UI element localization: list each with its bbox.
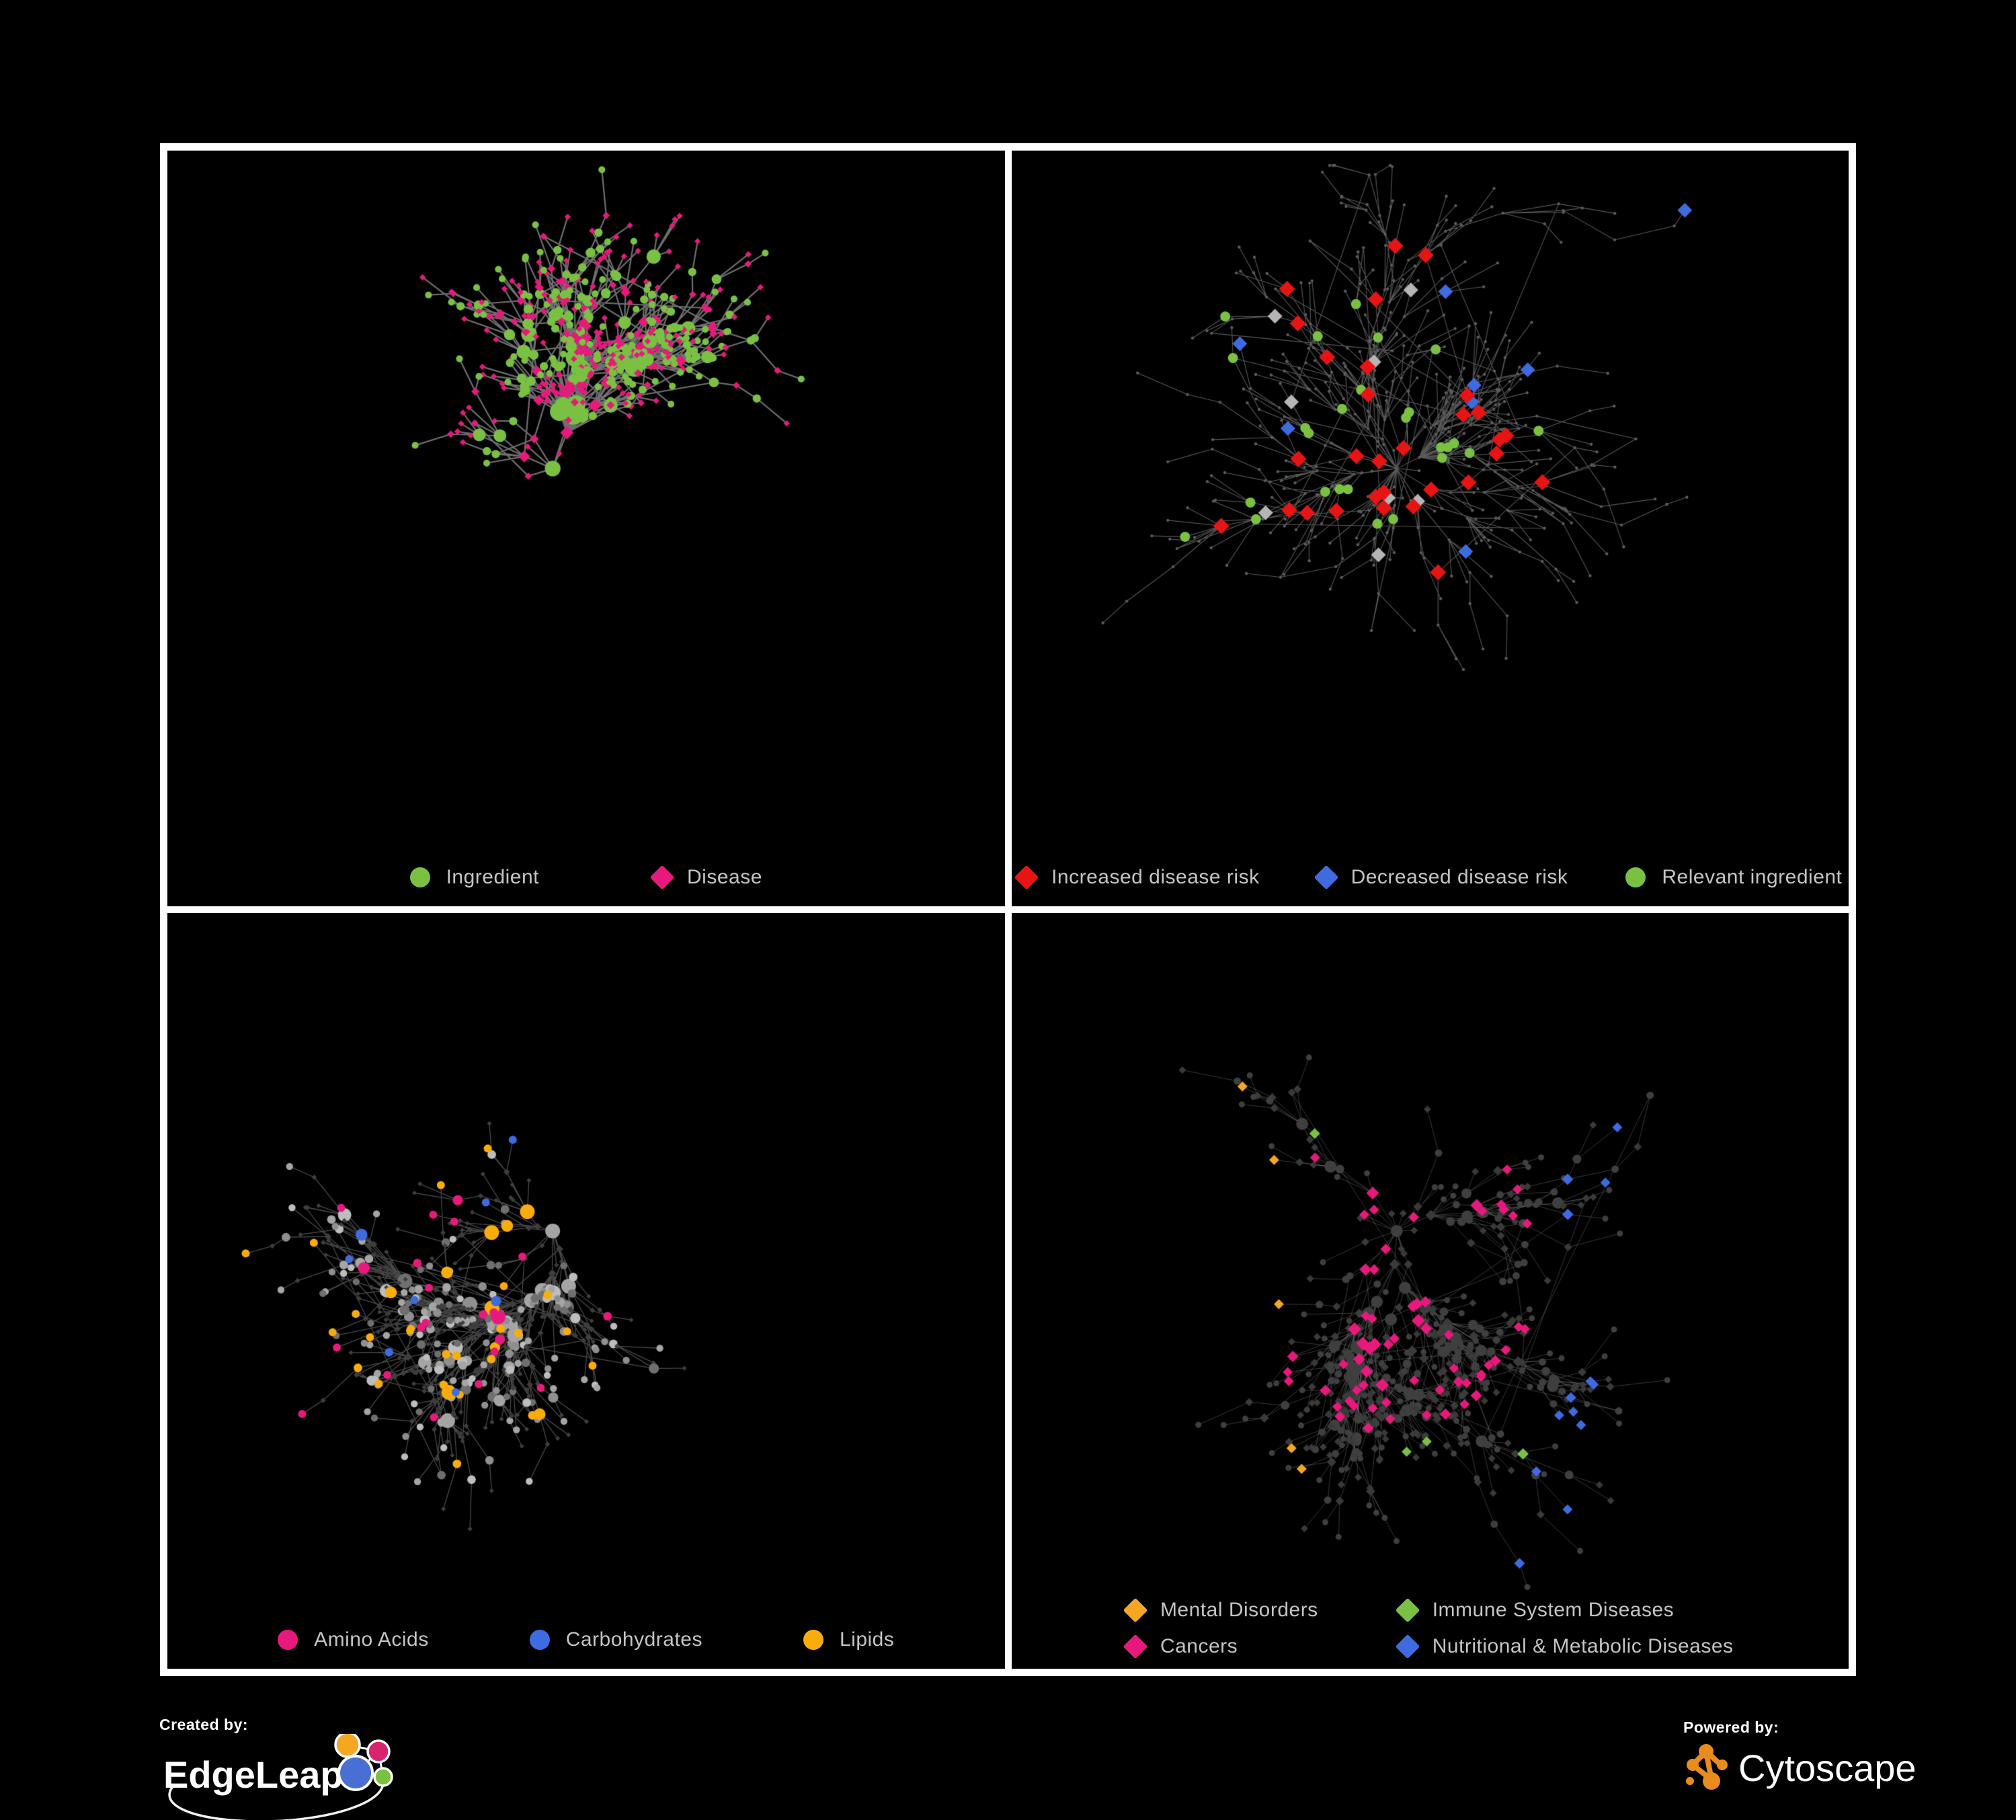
- relevant-ingredient-swatch-icon: [1625, 867, 1646, 887]
- legend-label: Ingredient: [446, 866, 540, 888]
- carbohydrates-swatch-icon: [529, 1630, 550, 1650]
- disease-categories-network-canvas: [1011, 913, 1849, 1604]
- legend-item: Amino Acids: [278, 1628, 429, 1651]
- panel-disease-risk: Increased disease risk Decreased disease…: [1011, 151, 1849, 906]
- edgeleap-network-mark-icon: [334, 1731, 393, 1791]
- legend-label: Increased disease risk: [1051, 866, 1260, 888]
- legend-item: Lipids: [803, 1628, 894, 1651]
- powered-by-label: Powered by:: [1683, 1718, 1779, 1736]
- legend-label: Amino Acids: [314, 1628, 429, 1651]
- legend-item: Nutritional & Metabolic Diseases: [1395, 1634, 1734, 1659]
- ingredient-disease-network-canvas: [167, 151, 1005, 842]
- created-by-label: Created by:: [159, 1716, 249, 1733]
- legend-label: Relevant ingredient: [1662, 866, 1843, 888]
- edgeleap-wordmark: EdgeLeap: [163, 1753, 344, 1796]
- disease-risk-network-canvas: [1011, 151, 1849, 842]
- legend-label: Cancers: [1160, 1635, 1238, 1657]
- mental-disorders-swatch-icon: [1123, 1597, 1148, 1623]
- legend-label: Immune System Diseases: [1432, 1599, 1675, 1621]
- ingredient-disease-legend: Ingredient Disease: [167, 865, 1005, 890]
- legend-label: Mental Disorders: [1160, 1599, 1318, 1621]
- edgeleap-logo: Created by: EdgeLeap: [159, 1716, 428, 1820]
- increased-risk-swatch-icon: [1014, 865, 1039, 890]
- panel-ingredient-disease: Ingredient Disease: [167, 151, 1005, 906]
- lipids-swatch-icon: [803, 1630, 823, 1650]
- legend-item: Cancers: [1123, 1634, 1318, 1659]
- disease-risk-legend: Increased disease risk Decreased disease…: [1012, 865, 1849, 890]
- cytoscape-network-mark-icon: [1686, 1744, 1728, 1790]
- legend-label: Lipids: [839, 1628, 895, 1651]
- metabolic-diseases-swatch-icon: [1395, 1634, 1420, 1659]
- decreased-risk-swatch-icon: [1314, 865, 1338, 890]
- ingredient-swatch-icon: [409, 867, 430, 887]
- panel-nutrient-classes: Amino Acids Carbohydrates Lipids: [167, 913, 1005, 1669]
- disease-swatch-icon: [649, 865, 675, 890]
- legend-label: Carbohydrates: [565, 1628, 702, 1651]
- legend-item: Ingredient: [409, 866, 540, 889]
- disease-categories-legend: Mental Disorders Immune System Diseases …: [1012, 1597, 1849, 1659]
- legend-item: Relevant ingredient: [1625, 866, 1842, 889]
- legend-item: Carbohydrates: [529, 1628, 702, 1651]
- cancers-swatch-icon: [1123, 1634, 1148, 1659]
- amino-acids-swatch-icon: [278, 1630, 298, 1650]
- cytoscape-wordmark: Cytoscape: [1738, 1747, 1917, 1789]
- legend-item: Decreased disease risk: [1314, 865, 1568, 890]
- edgeleap-swoosh: [168, 1775, 385, 1820]
- legend-label: Disease: [687, 866, 762, 888]
- edgeleap-logo-graphic: EdgeLeap: [163, 1731, 393, 1820]
- legend-item: Disease: [649, 865, 762, 890]
- legend-item: Increased disease risk: [1014, 865, 1260, 890]
- cytoscape-logo: Powered by: Cytoscape: [1683, 1718, 1925, 1802]
- nutrient-classes-network-canvas: [167, 913, 1005, 1604]
- legend-label: Nutritional & Metabolic Diseases: [1432, 1635, 1734, 1657]
- immune-diseases-swatch-icon: [1395, 1597, 1420, 1623]
- legend-item: Mental Disorders: [1123, 1597, 1318, 1623]
- panel-grid: Ingredient Disease Increased disease ris…: [160, 143, 1856, 1676]
- nutrient-classes-legend: Amino Acids Carbohydrates Lipids: [167, 1628, 1005, 1651]
- panel-disease-categories: Mental Disorders Immune System Diseases …: [1011, 913, 1849, 1669]
- cytoscape-logo-graphic: Cytoscape: [1686, 1744, 1917, 1790]
- legend-item: Immune System Diseases: [1395, 1597, 1734, 1623]
- legend-label: Decreased disease risk: [1350, 866, 1568, 888]
